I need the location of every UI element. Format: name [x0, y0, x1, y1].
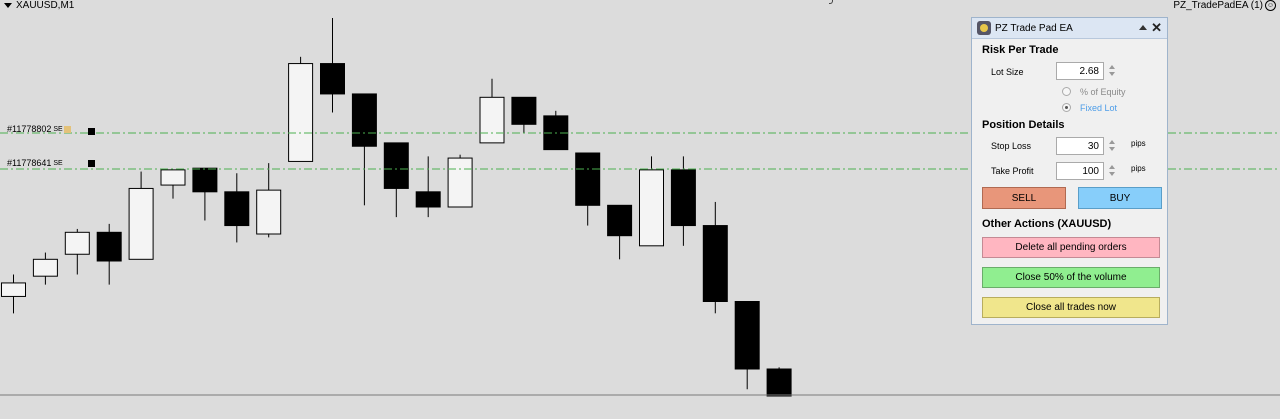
take-profit-unit: pips: [1131, 164, 1146, 173]
bear-candle: [702, 225, 728, 302]
bear-candle: [575, 152, 601, 206]
stop-loss-spinner-icon[interactable]: [1108, 138, 1116, 154]
bull-candle: [128, 187, 154, 260]
bear-candle: [607, 204, 633, 237]
order-arrow-icon[interactable]: [88, 128, 95, 135]
close-all-button[interactable]: Close all trades now: [982, 297, 1160, 318]
order-ticket: #11778802: [7, 124, 52, 134]
stop-loss-input[interactable]: 30: [1056, 137, 1104, 155]
position-header: Position Details: [982, 119, 1065, 131]
order-type: SE: [53, 125, 63, 133]
order-label-2[interactable]: #11778641 SE: [7, 158, 63, 168]
smiley-icon: ☺: [1265, 0, 1276, 11]
trade-pad-panel: PZ Trade Pad EA ✕ Risk Per Trade Lot Siz…: [971, 17, 1168, 325]
take-profit-input[interactable]: 100: [1056, 162, 1104, 180]
close-icon[interactable]: ✕: [1151, 20, 1162, 35]
sell-button[interactable]: SELL: [982, 187, 1066, 209]
candles-layer: [1, 18, 792, 397]
bear-candle: [734, 301, 760, 370]
order-ticket: #11778641: [7, 158, 52, 168]
lot-size-spinner-icon[interactable]: [1108, 63, 1116, 79]
bear-candle: [192, 167, 218, 193]
bear-candle: [96, 231, 122, 262]
order-type: SE: [53, 159, 63, 167]
fixed-lot-radio[interactable]: [1062, 103, 1071, 112]
bull-candle: [447, 157, 473, 208]
symbol-label: XAUUSD,M1: [16, 0, 75, 11]
order-marker-icon: [63, 125, 71, 133]
bear-candle: [383, 142, 409, 189]
bull-candle: [256, 189, 282, 235]
delete-pending-button[interactable]: Delete all pending orders: [982, 237, 1160, 258]
bear-candle: [670, 169, 696, 227]
bull-candle: [160, 169, 186, 186]
bear-candle: [320, 63, 345, 95]
buy-button[interactable]: BUY: [1078, 187, 1162, 209]
bear-candle: [351, 93, 377, 147]
ea-logo-icon: [977, 21, 991, 35]
actions-header: Other Actions (XAUUSD): [982, 218, 1112, 230]
bull-candle: [32, 258, 58, 277]
collapse-caret-icon[interactable]: [1139, 25, 1147, 30]
bull-candle: [639, 169, 664, 247]
order-label-1[interactable]: #11778802 SE: [7, 124, 71, 134]
close-half-button[interactable]: Close 50% of the volume: [982, 267, 1160, 288]
take-profit-spinner-icon[interactable]: [1108, 163, 1116, 179]
lot-size-input[interactable]: 2.68: [1056, 62, 1104, 80]
bull-candle: [288, 63, 314, 162]
equity-radio[interactable]: [1062, 87, 1071, 96]
order-arrow-icon[interactable]: [88, 160, 95, 167]
bear-candle: [766, 368, 792, 397]
bull-candle: [479, 96, 505, 144]
chevron-down-icon[interactable]: [4, 3, 12, 8]
lot-size-label: Lot Size: [991, 67, 1024, 77]
stop-loss-label: Stop Loss: [991, 141, 1032, 151]
bear-candle: [511, 96, 537, 125]
ea-status: PZ_TradePadEA (1) ☺: [1173, 0, 1276, 11]
bear-candle: [415, 191, 441, 208]
risk-header: Risk Per Trade: [982, 44, 1059, 56]
take-profit-label: Take Profit: [991, 166, 1034, 176]
ea-name-label: PZ_TradePadEA (1): [1173, 0, 1263, 11]
bull-candle: [64, 231, 90, 255]
equity-radio-label: % of Equity: [1080, 87, 1126, 97]
symbol-header[interactable]: XAUUSD,M1: [4, 0, 74, 11]
fixed-lot-radio-label: Fixed Lot: [1080, 103, 1118, 113]
panel-title: PZ Trade Pad EA: [995, 22, 1073, 34]
stop-loss-unit: pips: [1131, 139, 1146, 148]
bear-candle: [224, 191, 250, 227]
crosshair-tick-icon: [829, 0, 833, 4]
bull-candle: [1, 282, 26, 297]
panel-titlebar[interactable]: PZ Trade Pad EA ✕: [972, 18, 1167, 39]
